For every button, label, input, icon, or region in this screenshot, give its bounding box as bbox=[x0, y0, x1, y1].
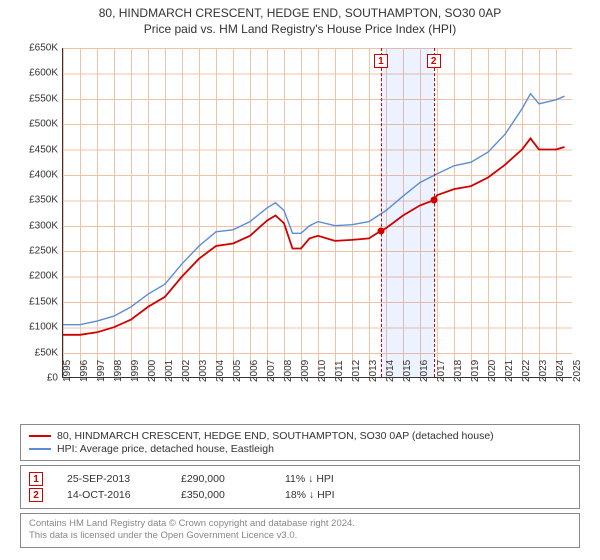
attribution-footer: Contains HM Land Registry data © Crown c… bbox=[20, 513, 580, 548]
x-tick-label: 2019 bbox=[470, 360, 481, 382]
transaction-price: £350,000 bbox=[181, 489, 261, 501]
x-tick-label: 2015 bbox=[402, 360, 413, 382]
transaction-dot bbox=[430, 197, 437, 204]
transaction-delta: 18% ↓ HPI bbox=[285, 489, 375, 501]
x-tick-label: 1997 bbox=[96, 360, 107, 382]
x-tick-label: 2016 bbox=[419, 360, 430, 382]
plot-area: 12 bbox=[62, 48, 572, 378]
y-tick-label: £150K bbox=[29, 296, 58, 307]
x-tick-label: 2007 bbox=[266, 360, 277, 382]
legend-label: HPI: Average price, detached house, East… bbox=[57, 443, 274, 455]
transactions-table: 1 25-SEP-2013 £290,000 11% ↓ HPI 2 14-OCT-201… bbox=[20, 465, 580, 509]
x-tick-label: 2022 bbox=[521, 360, 532, 382]
y-tick-label: £50K bbox=[35, 347, 58, 358]
x-tick-label: 2012 bbox=[351, 360, 362, 382]
transaction-delta: 11% ↓ HPI bbox=[285, 473, 375, 485]
x-tick-label: 2021 bbox=[504, 360, 515, 382]
chart-lines bbox=[63, 48, 572, 377]
x-tick-label: 2008 bbox=[283, 360, 294, 382]
x-axis: 1995199619971998199920002001200220032004… bbox=[62, 378, 572, 422]
x-tick-label: 2009 bbox=[300, 360, 311, 382]
x-tick-label: 1998 bbox=[113, 360, 124, 382]
x-tick-label: 2000 bbox=[147, 360, 158, 382]
x-tick-label: 2024 bbox=[555, 360, 566, 382]
x-tick-label: 2023 bbox=[538, 360, 549, 382]
x-tick-label: 2001 bbox=[164, 360, 175, 382]
y-tick-label: £500K bbox=[29, 119, 58, 130]
transaction-row-marker: 1 bbox=[29, 472, 43, 486]
x-tick-label: 2004 bbox=[215, 360, 226, 382]
transaction-marker: 2 bbox=[427, 54, 441, 68]
x-tick-label: 2010 bbox=[317, 360, 328, 382]
transaction-row: 1 25-SEP-2013 £290,000 11% ↓ HPI bbox=[29, 472, 571, 486]
y-tick-label: £550K bbox=[29, 93, 58, 104]
y-tick-label: £200K bbox=[29, 271, 58, 282]
x-tick-label: 2002 bbox=[181, 360, 192, 382]
y-tick-label: £250K bbox=[29, 246, 58, 257]
x-tick-label: 2011 bbox=[334, 360, 345, 382]
y-tick-label: £600K bbox=[29, 68, 58, 79]
x-tick-label: 2013 bbox=[368, 360, 379, 382]
series-hpi bbox=[63, 94, 565, 325]
legend-swatch bbox=[29, 435, 51, 437]
title-subtitle: Price paid vs. HM Land Registry's House … bbox=[99, 22, 502, 36]
x-tick-label: 2006 bbox=[249, 360, 260, 382]
chart-area: £0 £50K £100K £150K £200K £250K £300K £350K £400… bbox=[20, 42, 580, 422]
legend: 80, HINDMARCH CRESCENT, HEDGE END, SOUTH… bbox=[20, 424, 580, 461]
x-tick-label: 2005 bbox=[232, 360, 243, 382]
transaction-marker: 1 bbox=[374, 54, 388, 68]
x-tick-label: 1999 bbox=[130, 360, 141, 382]
legend-swatch bbox=[29, 448, 51, 450]
y-axis: £0£50K£100K£150K£200K£250K£300K£350K£400… bbox=[20, 48, 60, 378]
footer-line2: This data is licensed under the Open Gov… bbox=[29, 530, 571, 542]
transaction-vline bbox=[434, 48, 435, 377]
x-tick-label: 2017 bbox=[436, 360, 447, 382]
transaction-row: 2 14-OCT-2016 £350,000 18% ↓ HPI bbox=[29, 488, 571, 502]
y-tick-label: £0 bbox=[47, 373, 58, 384]
transaction-dot bbox=[377, 227, 384, 234]
transaction-date: 25-SEP-2013 bbox=[67, 473, 157, 485]
legend-item: 80, HINDMARCH CRESCENT, HEDGE END, SOUTH… bbox=[29, 430, 571, 442]
y-tick-label: £450K bbox=[29, 144, 58, 155]
y-tick-label: £300K bbox=[29, 220, 58, 231]
y-tick-label: £400K bbox=[29, 169, 58, 180]
x-tick-label: 2018 bbox=[453, 360, 464, 382]
footer-line1: Contains HM Land Registry data © Crown c… bbox=[29, 518, 571, 530]
y-tick-label: £350K bbox=[29, 195, 58, 206]
transaction-date: 14-OCT-2016 bbox=[67, 489, 157, 501]
series-price_paid bbox=[63, 138, 565, 334]
x-tick-label: 2020 bbox=[487, 360, 498, 382]
title-address: 80, HINDMARCH CRESCENT, HEDGE END, SOUTH… bbox=[99, 6, 502, 20]
transaction-row-marker: 2 bbox=[29, 488, 43, 502]
x-tick-label: 1996 bbox=[79, 360, 90, 382]
legend-label: 80, HINDMARCH CRESCENT, HEDGE END, SOUTH… bbox=[57, 430, 494, 442]
x-tick-label: 2014 bbox=[385, 360, 396, 382]
x-tick-label: 2025 bbox=[572, 360, 583, 382]
y-tick-label: £100K bbox=[29, 322, 58, 333]
y-tick-label: £650K bbox=[29, 43, 58, 54]
chart-titles: 80, HINDMARCH CRESCENT, HEDGE END, SOUTH… bbox=[99, 0, 502, 36]
legend-item: HPI: Average price, detached house, East… bbox=[29, 443, 571, 455]
x-tick-label: 2003 bbox=[198, 360, 209, 382]
x-tick-label: 1995 bbox=[62, 360, 73, 382]
transaction-price: £290,000 bbox=[181, 473, 261, 485]
transaction-vline bbox=[381, 48, 382, 377]
